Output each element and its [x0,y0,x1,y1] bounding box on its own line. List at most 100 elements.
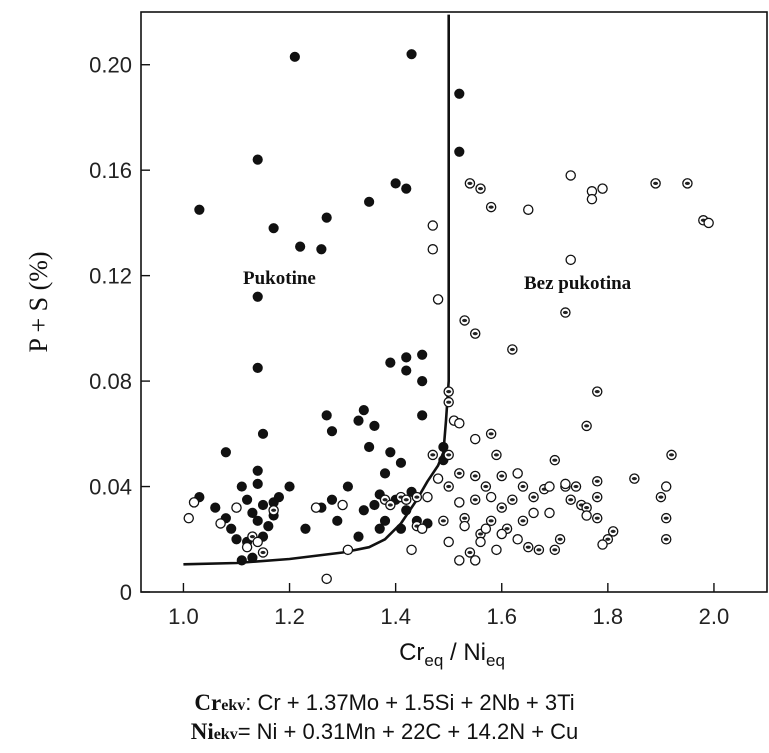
data-point-half [485,201,497,213]
region-label-left: Pukotine [243,268,316,289]
data-point-half [666,449,677,461]
data-point-open [475,536,486,548]
data-point-open [183,512,194,524]
data-point-filled [401,183,412,194]
data-point-half [464,178,476,189]
tick-group: 1.0 1.2 1.4 1.6 1.8 2.0 0 0.04 0.08 0.12 0.16 0.20 [89,53,729,629]
x-axis-title: Creq / Nieq [399,639,505,670]
data-point-half [443,481,454,492]
data-point-half [480,481,492,492]
data-point-half [443,396,454,408]
x-axis-title-cr-sub: eq [424,651,443,670]
data-point-half [565,494,576,505]
data-point-open [422,491,433,503]
data-point-half [560,307,571,318]
data-point-filled [406,49,417,60]
data-point-half [607,526,619,537]
data-point-open [342,544,354,556]
data-point-open [432,294,444,305]
data-point-half [533,544,545,556]
data-point-filled [385,447,396,458]
y-tick-label: 0.12 [89,264,132,289]
formula-cr-symbol: Cr [194,690,222,715]
data-point-filled [417,349,428,360]
data-point-filled [369,420,380,432]
data-point-open [491,544,502,556]
data-point-filled [247,507,258,519]
y-axis-title: P + S (%) [24,251,53,352]
x-tick-label: 1.4 [380,604,411,629]
formula-ni-sub: ekv [213,726,238,743]
data-point-half [682,178,693,189]
data-point-filled [321,212,332,223]
data-point-half [475,183,486,194]
x-tick-label: 1.0 [168,604,199,629]
data-point-half [517,481,529,492]
data-point-half [496,502,507,513]
data-point-open [310,502,322,513]
data-point-open [321,573,332,585]
data-point-open [512,534,523,545]
data-point-filled [316,244,327,255]
data-point-filled [417,375,428,387]
data-point-open [523,204,534,215]
data-point-half [554,534,566,545]
data-point-filled [236,481,247,492]
data-point-open [597,183,608,194]
boundary-curve [183,14,450,566]
data-point-half [268,505,279,516]
data-point-half [438,515,449,527]
data-point-open [427,244,439,255]
data-point-open [252,536,263,548]
data-point-open [188,497,200,508]
x-tick-label: 2.0 [699,604,730,629]
data-point-half [443,386,454,397]
data-point-filled [220,447,231,458]
data-point-open [215,518,226,529]
data-point-half [469,494,481,505]
data-point-filled [358,404,369,416]
data-point-half [385,499,396,511]
data-point-open [544,507,555,519]
data-point-filled [252,515,263,526]
points-group [183,49,714,585]
data-point-half [443,449,454,461]
data-point-open [241,541,253,553]
data-point-half [591,512,603,524]
data-point-half [549,454,561,466]
data-point-open [660,481,672,492]
data-point-filled [268,223,279,234]
data-point-half [655,491,667,503]
data-point-open [485,491,497,503]
data-point-filled [379,468,391,479]
data-point-filled [353,415,364,426]
data-point-filled [454,88,465,99]
data-point-open [586,193,598,205]
data-point-half [469,328,481,339]
formula-cr-sub: ekv [221,697,246,714]
data-point-filled [374,523,385,534]
data-point-filled [257,428,269,439]
data-point-filled [242,494,253,505]
data-point-open [512,468,523,479]
data-point-open [337,499,348,511]
data-point-filled [401,365,412,376]
data-point-open [565,170,576,181]
y-tick-label: 0 [120,580,132,605]
data-point-half [591,491,603,503]
data-point-filled [252,465,263,476]
data-point-filled [401,505,412,516]
boundary-group [183,14,450,566]
data-point-half [570,481,582,492]
data-point-half [591,386,603,397]
formula-ni-ekv: Niekv= Ni + 0.31Mn + 22C + 14.2N + Cu [0,719,769,745]
data-point-filled [231,534,242,545]
data-point-half [411,491,423,503]
data-point-filled [385,357,396,368]
data-point-open [454,418,465,429]
data-point-filled [252,362,263,374]
data-point-open [581,510,592,521]
data-point-filled [364,441,375,453]
data-point-filled [226,523,237,534]
data-point-half [528,491,539,503]
